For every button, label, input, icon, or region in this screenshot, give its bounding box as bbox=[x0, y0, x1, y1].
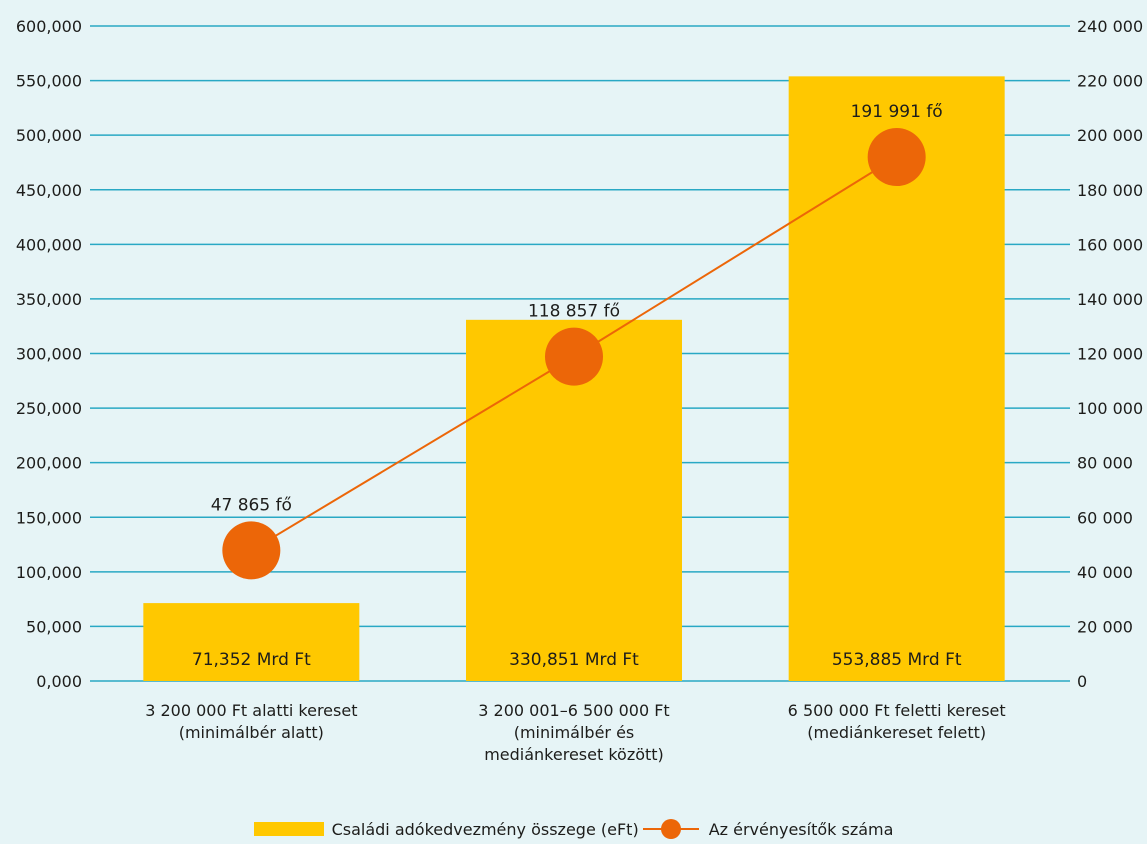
category-label: 6 500 000 Ft feletti kereset bbox=[788, 701, 1006, 720]
left-tick-label: 150,000 bbox=[16, 508, 82, 527]
bar-data-label: 553,885 Mrd Ft bbox=[832, 650, 962, 670]
right-tick-label: 100 000 bbox=[1077, 399, 1143, 418]
left-tick-label: 0,000 bbox=[36, 672, 82, 691]
bar-data-label: 330,851 Mrd Ft bbox=[509, 650, 639, 670]
left-axis: 0,000 50,000 100,000 150,000 200,000 250,000 3… bbox=[16, 17, 82, 691]
bar bbox=[143, 603, 360, 681]
left-tick-label: 600,000 bbox=[16, 17, 82, 36]
line-data-label: 118 857 fő bbox=[528, 302, 620, 322]
category-label: (minimálbér és bbox=[514, 723, 635, 742]
line-point bbox=[222, 521, 281, 580]
legend-line-swatch bbox=[642, 818, 699, 840]
legend: Családi adókedvezmény összege (eFt) Az é… bbox=[0, 818, 1147, 840]
category-label: (mediánkereset felett) bbox=[807, 723, 986, 742]
legend-bar-label: Családi adókedvezmény összege (eFt) bbox=[331, 819, 639, 839]
left-tick-label: 300,000 bbox=[16, 345, 82, 364]
left-tick-label: 400,000 bbox=[16, 235, 82, 254]
left-tick-label: 550,000 bbox=[16, 72, 82, 91]
left-tick-label: 200,000 bbox=[16, 454, 82, 473]
right-tick-label: 0 bbox=[1077, 672, 1087, 691]
line-point bbox=[867, 128, 926, 187]
left-tick-label: 500,000 bbox=[16, 126, 82, 145]
line-data-label: 191 991 fő bbox=[851, 102, 943, 122]
line-point bbox=[545, 327, 603, 386]
left-tick-label: 450,000 bbox=[16, 181, 82, 200]
right-tick-label: 20 000 bbox=[1077, 617, 1133, 636]
right-tick-label: 160 000 bbox=[1077, 235, 1143, 254]
left-tick-label: 50,000 bbox=[26, 617, 82, 636]
left-tick-label: 100,000 bbox=[16, 563, 82, 582]
legend-bar-swatch bbox=[253, 822, 324, 836]
right-tick-label: 60 000 bbox=[1077, 508, 1133, 527]
category-label: 3 200 000 Ft alatti kereset bbox=[145, 701, 357, 720]
right-tick-label: 80 000 bbox=[1077, 454, 1133, 473]
category-label: mediánkereset között) bbox=[484, 745, 664, 764]
right-tick-label: 200 000 bbox=[1077, 126, 1143, 145]
right-tick-label: 140 000 bbox=[1077, 290, 1143, 309]
right-tick-label: 220 000 bbox=[1077, 72, 1143, 91]
left-tick-label: 350,000 bbox=[16, 290, 82, 309]
right-tick-label: 120 000 bbox=[1077, 345, 1143, 364]
bar-series: 71,352 Mrd Ft 330,851 Mrd Ft 553,885 Mrd F… bbox=[143, 76, 1005, 681]
category-label: 3 200 001–6 500 000 Ft bbox=[478, 701, 669, 720]
category-label: (minimálbér alatt) bbox=[179, 723, 324, 742]
x-axis: 3 200 000 Ft alatti kereset (minimálbér a… bbox=[145, 701, 1005, 764]
right-tick-label: 180 000 bbox=[1077, 181, 1143, 200]
bar-data-label: 71,352 Mrd Ft bbox=[192, 650, 311, 670]
right-tick-label: 40 000 bbox=[1077, 563, 1133, 582]
left-tick-label: 250,000 bbox=[16, 399, 82, 418]
legend-line-label: Az érvényesítők száma bbox=[708, 819, 894, 839]
line-data-label: 47 865 fő bbox=[211, 495, 292, 515]
right-axis: 0 20 000 40 000 60 000 80 000 100 000 120 000 1… bbox=[1077, 17, 1143, 691]
line-series: 47 865 fő 118 857 fő 191 991 fő bbox=[211, 102, 943, 580]
right-tick-label: 240 000 bbox=[1077, 17, 1143, 36]
